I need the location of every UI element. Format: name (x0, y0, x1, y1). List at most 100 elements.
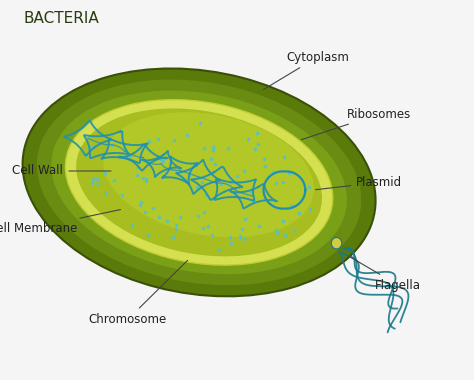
Point (227, 179, 234, 185)
Point (133, 172, 141, 178)
Point (254, 141, 262, 147)
Point (209, 147, 217, 154)
Point (287, 203, 295, 209)
Point (224, 144, 232, 150)
Text: Plasmid: Plasmid (316, 176, 402, 190)
Point (244, 136, 252, 142)
Point (285, 170, 293, 176)
Point (164, 218, 171, 224)
Point (94, 181, 102, 187)
Point (238, 225, 246, 231)
Point (201, 146, 208, 152)
Point (227, 240, 235, 246)
Point (273, 180, 280, 187)
Point (240, 236, 248, 242)
Point (272, 227, 280, 233)
Point (143, 178, 150, 184)
Point (240, 168, 248, 174)
Point (160, 158, 167, 165)
Point (226, 234, 234, 241)
Point (140, 175, 147, 181)
Point (233, 173, 241, 179)
Point (253, 130, 260, 136)
Point (158, 157, 165, 163)
Ellipse shape (37, 79, 361, 285)
Point (135, 164, 142, 170)
Point (176, 214, 183, 220)
Ellipse shape (331, 238, 342, 249)
Ellipse shape (76, 108, 322, 256)
Point (136, 202, 144, 208)
Point (207, 157, 214, 163)
Point (250, 198, 257, 204)
Point (127, 153, 134, 159)
Point (211, 161, 219, 167)
Point (170, 137, 177, 143)
Point (199, 179, 206, 185)
Point (89, 176, 97, 182)
Point (109, 142, 116, 148)
Point (155, 136, 162, 142)
Point (87, 144, 95, 150)
Point (194, 213, 202, 219)
Point (217, 180, 225, 187)
Text: Ribosomes: Ribosomes (301, 108, 411, 140)
Point (209, 232, 216, 238)
Point (241, 216, 248, 222)
Point (306, 206, 314, 212)
Point (149, 204, 157, 211)
Point (173, 222, 180, 228)
Point (88, 180, 95, 186)
Point (215, 247, 223, 253)
Point (127, 152, 134, 158)
Point (155, 214, 163, 220)
Point (199, 225, 206, 231)
Point (204, 223, 211, 229)
Point (280, 154, 288, 160)
Point (146, 138, 153, 144)
Point (237, 233, 244, 239)
Point (128, 222, 136, 228)
Point (248, 189, 255, 195)
Point (137, 199, 145, 205)
Ellipse shape (23, 68, 375, 296)
Text: Chromosome: Chromosome (89, 260, 188, 326)
Point (289, 203, 296, 209)
Point (101, 170, 109, 176)
Point (210, 144, 217, 150)
Point (172, 226, 179, 232)
Point (185, 172, 193, 178)
Point (144, 232, 152, 238)
Point (305, 184, 313, 190)
Point (295, 210, 303, 216)
Point (202, 192, 210, 198)
Point (279, 179, 287, 185)
Point (196, 120, 204, 126)
Point (200, 209, 208, 215)
Point (142, 209, 149, 215)
Point (93, 176, 100, 182)
Text: BACTERIA: BACTERIA (24, 11, 100, 26)
Ellipse shape (103, 112, 314, 238)
Point (118, 192, 126, 198)
Text: Cytoplasm: Cytoplasm (263, 51, 349, 90)
Point (261, 163, 269, 169)
Text: Cell Wall: Cell Wall (12, 165, 111, 177)
Point (121, 141, 128, 147)
Ellipse shape (65, 100, 333, 265)
Point (102, 190, 110, 196)
Text: Cell Membrane: Cell Membrane (0, 210, 120, 234)
Point (273, 230, 280, 236)
Point (255, 223, 263, 230)
Point (282, 232, 289, 238)
Point (110, 177, 118, 183)
Point (82, 152, 90, 158)
Ellipse shape (89, 105, 196, 184)
Point (279, 218, 287, 224)
Point (166, 160, 174, 166)
Text: Flagella: Flagella (348, 256, 421, 291)
Point (183, 132, 191, 138)
Point (269, 169, 277, 175)
Point (261, 156, 268, 162)
Point (169, 234, 177, 240)
